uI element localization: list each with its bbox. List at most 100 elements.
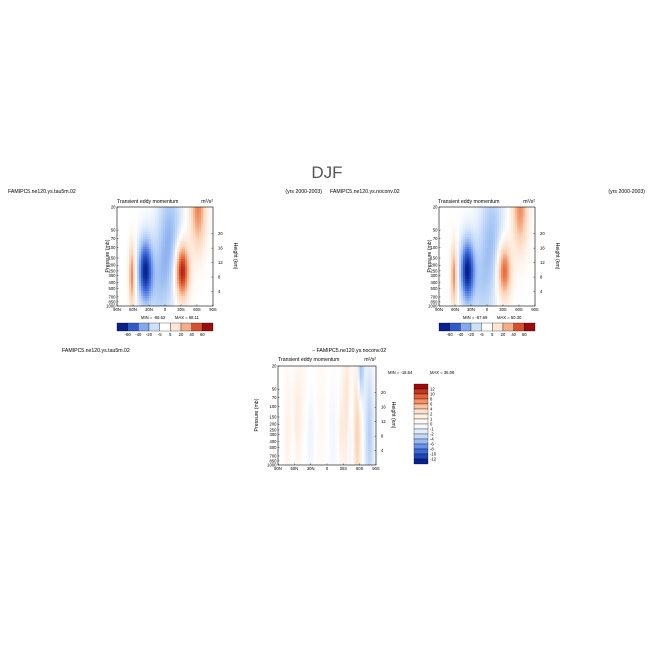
heatmap-cell — [298, 378, 301, 382]
heatmap-cell — [175, 229, 178, 233]
heatmap-cell — [473, 219, 476, 223]
heatmap-cell — [479, 249, 482, 252]
heatmap-cell — [469, 263, 472, 267]
heatmap-cell — [447, 231, 450, 235]
heatmap-cell — [463, 263, 466, 267]
heatmap-cell — [161, 236, 164, 240]
heatmap-cell — [209, 229, 212, 233]
heatmap-cell — [163, 288, 166, 292]
heatmap-cell — [491, 216, 494, 220]
heatmap-cell — [481, 241, 484, 245]
heatmap-cell — [310, 405, 313, 409]
heatmap-cell — [359, 393, 362, 396]
heatmap-cell — [487, 226, 490, 230]
heatmap-cell — [337, 408, 340, 411]
heatmap-cell — [197, 296, 200, 299]
heatmap-cell — [475, 256, 478, 260]
heatmap-cell — [177, 224, 180, 228]
heatmap-cell — [533, 221, 536, 225]
heatmap-cell — [453, 263, 456, 267]
heatmap-cell — [369, 405, 373, 409]
heatmap-cell — [473, 246, 476, 250]
heatmap-cell — [179, 251, 182, 255]
heatmap-cell — [121, 246, 124, 250]
heatmap-cell — [469, 256, 472, 260]
heatmap-cell — [517, 229, 520, 233]
heatmap-cell — [308, 368, 311, 372]
heatmap-cell — [523, 281, 526, 284]
heatmap-cell — [205, 231, 208, 235]
heatmap-cell — [479, 288, 482, 292]
heatmap-cell — [505, 249, 508, 252]
heatmap-cell — [163, 296, 166, 299]
heatmap-cell — [157, 263, 160, 267]
heatmap-cell — [141, 236, 144, 240]
heatmap-cell — [489, 231, 492, 235]
heatmap-cell — [517, 303, 520, 307]
heatmap-cell — [449, 268, 452, 272]
heatmap-cell — [141, 276, 144, 280]
heatmap-cell — [159, 288, 162, 292]
heatmap-cell — [449, 207, 452, 210]
heatmap-cell — [529, 271, 532, 275]
heatmap-cell — [511, 254, 514, 257]
heatmap-cell — [347, 400, 350, 404]
heatmap-cell — [485, 246, 488, 250]
heatmap-cell — [509, 263, 512, 267]
heatmap-cell — [467, 216, 470, 220]
heatmap-cell — [469, 216, 472, 220]
heatmap-cell — [209, 231, 212, 235]
heatmap-cell — [367, 385, 371, 389]
heatmap-cell — [171, 254, 174, 257]
heatmap-cell — [455, 261, 458, 265]
heatmap-cell — [499, 226, 502, 230]
heatmap-cell — [481, 236, 484, 240]
heatmap-cell — [290, 393, 293, 396]
heatmap-cell — [465, 303, 468, 307]
heatmap-cell — [171, 281, 174, 284]
heatmap-cell — [485, 278, 488, 282]
heatmap-cell — [361, 366, 364, 369]
heatmap-cell — [203, 298, 206, 302]
heatmap-cell — [278, 393, 281, 396]
heatmap-cell — [479, 298, 482, 302]
heatmap-cell — [453, 273, 456, 277]
heatmap-cell — [457, 278, 460, 282]
heatmap-cell — [531, 281, 534, 284]
heatmap-cell — [461, 249, 464, 252]
heatmap-cell — [183, 268, 186, 272]
heatmap-cell — [489, 226, 492, 230]
heatmap-cell — [441, 291, 444, 294]
heatmap-cell — [441, 244, 444, 247]
heatmap-cell — [197, 234, 200, 237]
heatmap-cell — [131, 283, 134, 287]
heatmap-cell — [179, 219, 182, 223]
heatmap-cell — [203, 254, 206, 257]
heatmap-cell — [173, 216, 176, 220]
heatmap-cell — [169, 296, 172, 299]
heatmap-cell — [157, 298, 160, 302]
heatmap-cell — [483, 236, 486, 240]
heatmap-cell — [201, 283, 204, 287]
heatmap-cell — [457, 214, 460, 218]
heatmap-cell — [473, 301, 476, 304]
heatmap-cell — [529, 229, 532, 233]
heatmap-cell — [207, 244, 210, 247]
heatmap-cell — [507, 278, 510, 282]
heatmap-cell — [141, 281, 144, 284]
heatmap-cell — [145, 244, 148, 247]
heatmap-cell — [511, 231, 514, 235]
heatmap-cell — [497, 219, 500, 223]
heatmap-cell — [143, 261, 146, 265]
heatmap-cell — [167, 266, 170, 270]
heatmap-cell — [471, 229, 474, 233]
heatmap-cell — [155, 231, 158, 235]
heatmap-cell — [479, 301, 482, 304]
heatmap-cell — [205, 298, 208, 302]
heatmap-cell — [151, 273, 154, 277]
heatmap-cell — [155, 209, 158, 213]
heatmap-cell — [308, 405, 311, 409]
heatmap-cell — [197, 281, 200, 284]
heatmap-cell — [475, 209, 478, 213]
heatmap-cell — [211, 293, 214, 297]
